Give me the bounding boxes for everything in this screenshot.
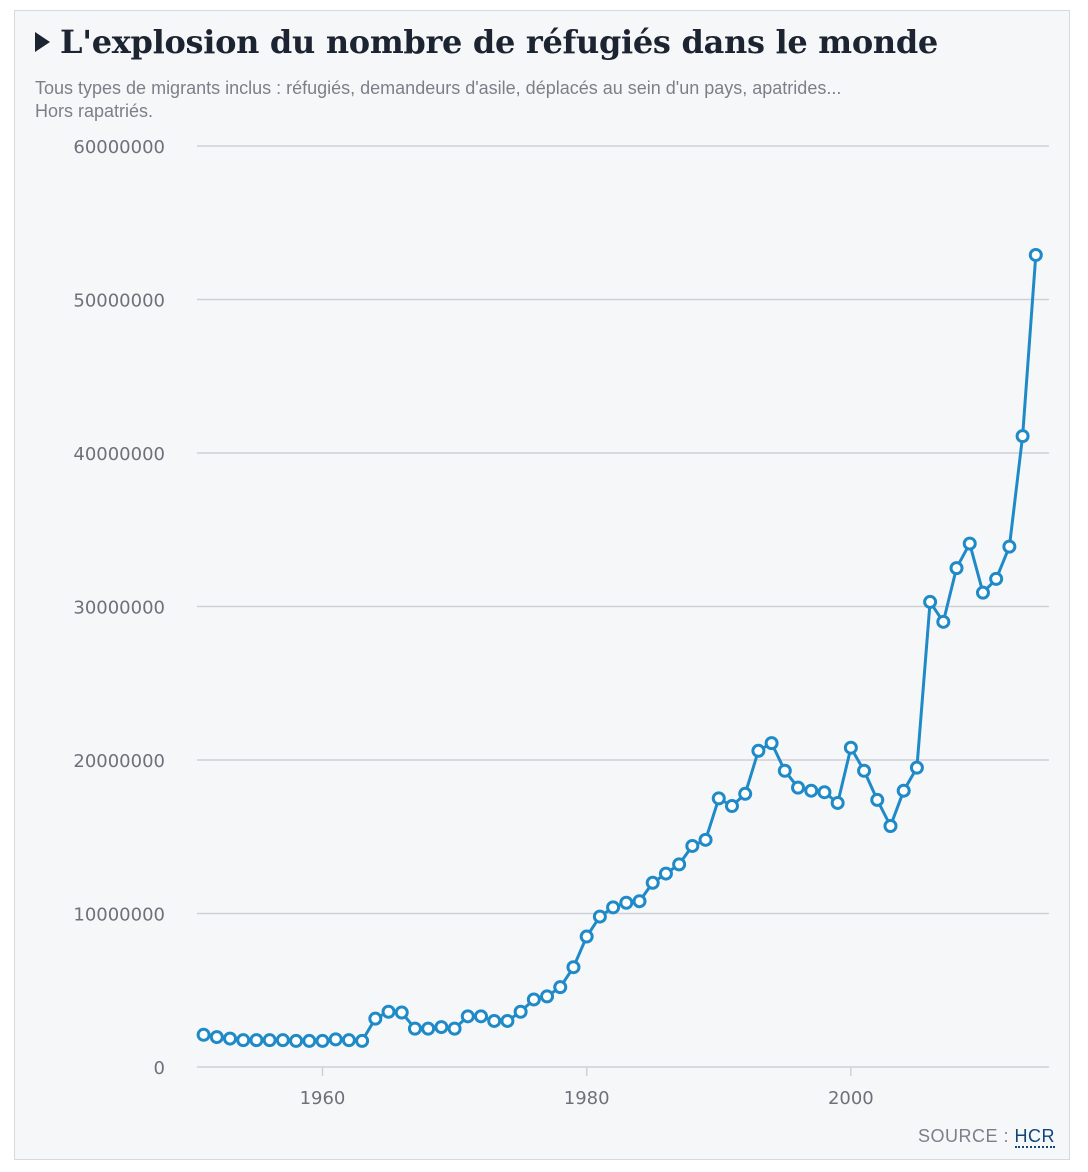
data-point[interactable]: [474, 1009, 488, 1024]
triangle-bullet-icon: [35, 32, 50, 52]
data-point[interactable]: [223, 1031, 238, 1046]
data-point[interactable]: [289, 1033, 304, 1048]
data-point[interactable]: [236, 1033, 251, 1048]
data-point[interactable]: [619, 895, 634, 910]
data-point[interactable]: [262, 1033, 277, 1048]
data-point[interactable]: [196, 1027, 211, 1042]
subtitle-line-2: Hors rapatriés.: [35, 101, 154, 121]
data-point[interactable]: [738, 786, 753, 801]
x-tick-label: 2000: [828, 1088, 874, 1109]
y-tick-label: 0: [154, 1058, 165, 1079]
data-point[interactable]: [328, 1032, 343, 1047]
data-point[interactable]: [513, 1004, 528, 1019]
data-point[interactable]: [764, 736, 779, 751]
data-point[interactable]: [883, 819, 898, 834]
source-label: SOURCE :: [917, 1126, 1009, 1146]
data-point[interactable]: [592, 909, 607, 924]
data-point[interactable]: [368, 1011, 383, 1026]
data-point[interactable]: [1002, 539, 1017, 554]
data-point[interactable]: [447, 1021, 462, 1036]
data-point[interactable]: [645, 875, 660, 890]
data-point[interactable]: [672, 857, 687, 872]
source-link[interactable]: HCR: [1014, 1126, 1055, 1148]
data-point[interactable]: [658, 866, 673, 881]
series-layer: [202, 253, 1038, 1043]
data-point[interactable]: [407, 1021, 422, 1036]
series-line: [202, 253, 1038, 1043]
data-point[interactable]: [830, 795, 845, 810]
data-point[interactable]: [487, 1013, 502, 1028]
y-tick-label: 60000000: [73, 137, 165, 158]
y-tick-label: 20000000: [73, 751, 165, 772]
data-point[interactable]: [355, 1033, 370, 1048]
data-point[interactable]: [751, 743, 766, 758]
chart-card: L'explosion du nombre de réfugiés dans l…: [14, 10, 1070, 1160]
data-point[interactable]: [381, 1004, 396, 1019]
data-point[interactable]: [724, 799, 739, 814]
data-point[interactable]: [711, 791, 726, 806]
data-point[interactable]: [936, 614, 951, 629]
source-note: SOURCE : HCR: [917, 1126, 1055, 1148]
y-tick-label: 40000000: [73, 444, 165, 465]
x-tick-label: 1980: [564, 1088, 610, 1109]
data-point[interactable]: [791, 780, 806, 795]
y-tick-label: 30000000: [73, 598, 165, 619]
points-layer: [196, 247, 1043, 1048]
data-point[interactable]: [632, 894, 647, 909]
data-point[interactable]: [1028, 247, 1043, 262]
data-point[interactable]: [896, 783, 911, 798]
data-point[interactable]: [249, 1033, 264, 1048]
data-point[interactable]: [579, 929, 594, 944]
data-point[interactable]: [341, 1033, 356, 1048]
y-axis-ticks: 0 10000000 20000000 30000000 40000000 5000000…: [73, 137, 165, 1079]
data-point[interactable]: [909, 760, 924, 775]
chart-subtitle: Tous types de migrants inclus : réfugiés…: [35, 77, 1045, 123]
data-point[interactable]: [434, 1020, 449, 1035]
data-point[interactable]: [394, 1005, 409, 1020]
data-point[interactable]: [566, 960, 581, 975]
title-row: L'explosion du nombre de réfugiés dans l…: [35, 23, 938, 61]
data-point[interactable]: [500, 1013, 515, 1028]
y-tick-label: 10000000: [73, 905, 165, 926]
data-point[interactable]: [777, 763, 792, 778]
data-point[interactable]: [949, 561, 964, 576]
data-point[interactable]: [540, 989, 555, 1004]
grid-layer: [197, 145, 1049, 1068]
x-axis-ticks: 1960 1980 2000: [300, 1067, 874, 1109]
data-point[interactable]: [975, 585, 990, 600]
data-point[interactable]: [606, 900, 621, 915]
chart-title: L'explosion du nombre de réfugiés dans l…: [60, 23, 938, 61]
data-point[interactable]: [1015, 429, 1030, 444]
data-point[interactable]: [553, 980, 568, 995]
data-point[interactable]: [962, 536, 977, 551]
data-point[interactable]: [209, 1030, 224, 1045]
data-point[interactable]: [857, 763, 872, 778]
data-point[interactable]: [421, 1021, 436, 1036]
data-point[interactable]: [817, 785, 832, 800]
data-point[interactable]: [302, 1033, 317, 1048]
data-point[interactable]: [460, 1009, 475, 1024]
data-point[interactable]: [698, 832, 713, 847]
data-point[interactable]: [804, 783, 819, 798]
x-tick-label: 1960: [300, 1088, 346, 1109]
y-tick-label: 50000000: [73, 291, 165, 312]
data-point[interactable]: [275, 1033, 290, 1048]
data-point[interactable]: [923, 594, 938, 609]
data-point[interactable]: [685, 838, 700, 853]
subtitle-line-1: Tous types de migrants inclus : réfugiés…: [35, 78, 842, 98]
line-chart: 0 10000000 20000000 30000000 40000000 5000000…: [73, 137, 1049, 1109]
data-point[interactable]: [870, 792, 885, 807]
data-point[interactable]: [315, 1033, 330, 1048]
data-point[interactable]: [526, 992, 541, 1007]
data-point[interactable]: [989, 571, 1004, 586]
data-point[interactable]: [843, 740, 858, 755]
